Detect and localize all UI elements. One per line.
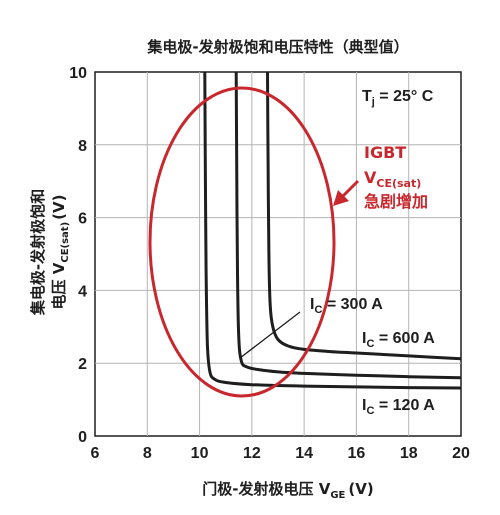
ic120-i: I bbox=[362, 397, 366, 414]
red-annotation-v: V bbox=[364, 168, 377, 187]
temperature-t: T bbox=[362, 88, 372, 105]
ic600-sub: C bbox=[366, 338, 374, 350]
series-line-1 bbox=[234, 71, 462, 380]
y-axis-label-line1: 集电极-发射极饱和 bbox=[29, 189, 47, 316]
ic300-sub: C bbox=[314, 304, 322, 316]
red-annotation-vcesat: VCE(sat) bbox=[364, 168, 421, 190]
x-tick-label-4: 14 bbox=[295, 445, 313, 462]
x-axis-label: 门极-发射极电压 VGE (V) bbox=[202, 480, 373, 501]
ic120-label: IC = 120 A bbox=[362, 397, 435, 417]
ic120-sub: C bbox=[366, 405, 374, 417]
tick-labels: 6 8 10 12 14 16 18 20 0 2 4 6 8 10 bbox=[69, 65, 470, 462]
y-tick-label-3: 6 bbox=[78, 211, 87, 228]
x-tick-label-1: 8 bbox=[143, 445, 152, 462]
x-tick-label-5: 16 bbox=[348, 445, 366, 462]
y-tick-label-0: 0 bbox=[78, 429, 87, 446]
ic600-i: I bbox=[362, 330, 366, 347]
red-annotation-igbt: IGBT bbox=[364, 143, 406, 162]
temperature-label: Tj = 25° C bbox=[362, 88, 434, 108]
ic600-label: IC = 600 A bbox=[362, 330, 435, 350]
temperature-t-sub: j bbox=[371, 96, 375, 108]
ic300-label: IC = 300 A bbox=[310, 296, 383, 316]
red-annotation-increase: 急剧增加 bbox=[364, 192, 428, 211]
y-tick-label-2: 4 bbox=[78, 283, 87, 300]
y-tick-label-4: 8 bbox=[78, 138, 87, 155]
y-tick-label-5: 10 bbox=[69, 65, 87, 82]
ic600-rest: = 600 A bbox=[374, 330, 435, 347]
y-axis-label-sub: CE(sat) bbox=[60, 222, 71, 263]
y-axis-label-line2: 电压 VCE(sat) (V) bbox=[50, 195, 71, 310]
plot-frame bbox=[94, 71, 462, 437]
highlight-ellipse bbox=[148, 86, 336, 398]
y-tick-label-1: 2 bbox=[78, 356, 87, 373]
x-axis-label-unit: (V) bbox=[348, 480, 373, 498]
x-tick-label-7: 20 bbox=[452, 445, 470, 462]
red-annotation-v-sub: CE(sat) bbox=[376, 177, 421, 190]
x-axis-label-sub: GE bbox=[330, 490, 345, 501]
x-tick-label-6: 18 bbox=[400, 445, 418, 462]
ic300-leader-line bbox=[239, 311, 301, 359]
y-axis-label-unit: (V) bbox=[50, 195, 68, 220]
chart-title: 集电极-发射极饱和电压特性（典型值） bbox=[146, 38, 408, 56]
x-tick-label-0: 6 bbox=[91, 445, 100, 462]
x-axis-label-main: 门极-发射极电压 V bbox=[202, 480, 330, 498]
x-tick-label-2: 10 bbox=[191, 445, 209, 462]
ic120-rest: = 120 A bbox=[374, 397, 435, 414]
ic300-i: I bbox=[310, 296, 314, 313]
red-arrow bbox=[333, 179, 360, 206]
series-lines bbox=[203, 71, 462, 390]
series-line-2 bbox=[266, 71, 462, 361]
plot-area: 6 8 10 12 14 16 18 20 0 2 4 6 8 10 bbox=[69, 65, 470, 462]
series-line-0 bbox=[203, 71, 462, 390]
ic300-rest: = 300 A bbox=[322, 296, 383, 313]
temperature-rest: = 25° C bbox=[375, 88, 434, 105]
x-tick-label-3: 12 bbox=[243, 445, 261, 462]
y-axis-label-prefix: 电压 V bbox=[50, 262, 68, 309]
